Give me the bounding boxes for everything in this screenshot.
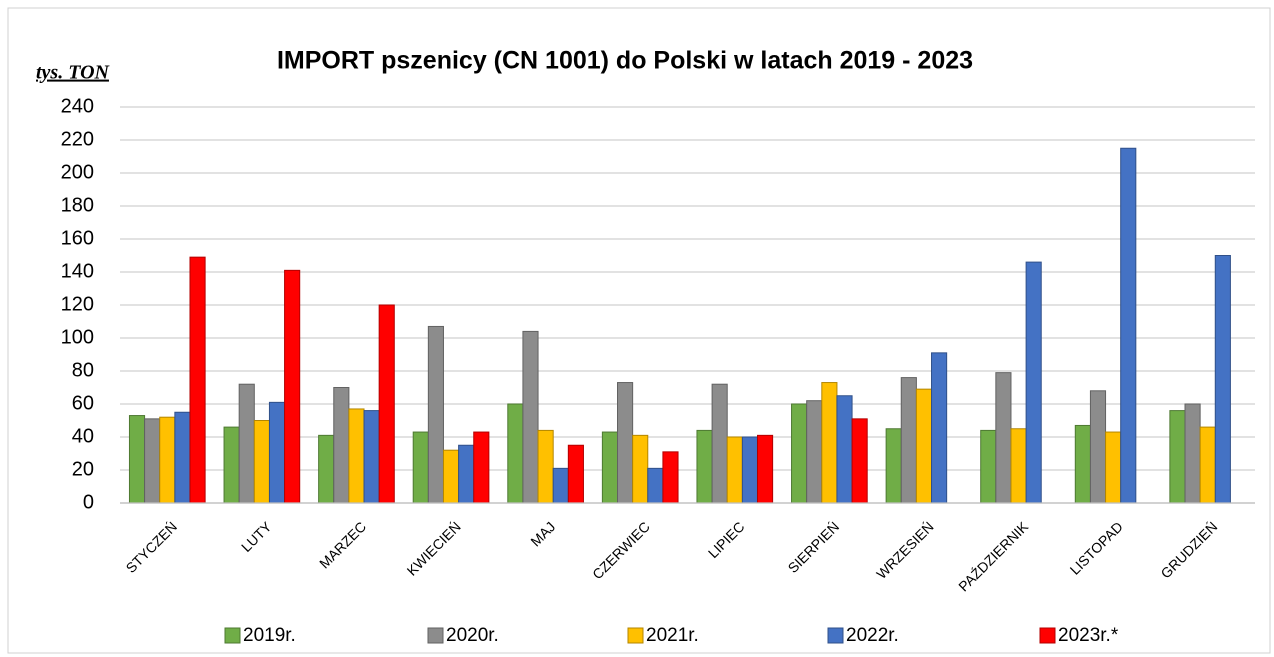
bar (821, 382, 838, 504)
bar (851, 418, 868, 504)
bar (1214, 255, 1231, 504)
y-tick-label: 140 (61, 260, 94, 282)
bar (1089, 390, 1107, 504)
bar (1074, 424, 1091, 504)
y-tick-label: 40 (72, 425, 94, 447)
bar (632, 434, 649, 504)
bar (363, 410, 380, 504)
legend-swatch (224, 627, 241, 644)
bar (268, 401, 286, 504)
legend-label: 2023r.* (1058, 625, 1119, 646)
legend-swatch (1039, 627, 1056, 644)
bar (696, 429, 713, 504)
bar (522, 330, 539, 504)
bar (253, 420, 270, 504)
y-tick-label: 100 (61, 326, 94, 348)
y-axis-label: tys. TON (36, 62, 111, 84)
bar (238, 383, 255, 504)
bar (537, 429, 554, 504)
bar (223, 426, 240, 504)
bar (378, 304, 395, 504)
bar (756, 434, 774, 504)
y-tick-label: 160 (61, 227, 94, 249)
legend-label: 2019r. (243, 625, 296, 646)
legend-swatch (827, 627, 844, 644)
bar (473, 431, 490, 504)
y-tick-label: 220 (61, 128, 94, 150)
bar (601, 431, 619, 504)
bar (1169, 410, 1186, 504)
legend-label: 2020r. (446, 625, 499, 646)
bar (348, 408, 365, 504)
bar (931, 352, 948, 504)
bar (980, 429, 997, 504)
y-tick-label: 0 (83, 491, 94, 513)
y-tick-label: 200 (61, 161, 94, 183)
legend-swatch (627, 627, 644, 644)
bar (427, 325, 444, 504)
bar (144, 418, 161, 504)
bar (711, 383, 728, 504)
bar (791, 403, 808, 504)
bar (412, 431, 429, 504)
y-tick-label: 120 (61, 293, 94, 315)
bar (128, 415, 146, 504)
bar (567, 444, 584, 504)
legend-label: 2021r. (646, 625, 699, 646)
bar (617, 382, 634, 504)
bar (1120, 147, 1137, 504)
bar (318, 434, 335, 504)
y-tick-label: 20 (72, 458, 94, 480)
bar (552, 467, 569, 504)
bar (885, 428, 902, 504)
bar (174, 411, 191, 504)
bar (442, 449, 460, 504)
legend-label: 2022r. (846, 625, 899, 646)
bar (458, 444, 475, 504)
bar (284, 269, 301, 504)
bar (1199, 426, 1216, 504)
chart-title: IMPORT pszenicy (CN 1001) do Polski w la… (277, 47, 973, 75)
bar (1184, 403, 1201, 504)
y-tick-label: 180 (61, 194, 94, 216)
bar (806, 400, 823, 504)
bar (662, 451, 679, 504)
bar (1025, 261, 1042, 504)
bar (333, 387, 350, 504)
bar (647, 467, 664, 504)
bar (507, 403, 524, 504)
y-tick-label: 60 (72, 392, 94, 414)
chart-frame (7, 7, 1271, 654)
bar (1105, 431, 1122, 504)
y-tick-label: 80 (72, 359, 94, 381)
bar (836, 395, 853, 504)
legend-swatch (427, 627, 444, 644)
bar (915, 388, 933, 504)
bar (741, 436, 758, 504)
bar (189, 256, 206, 504)
bar (159, 416, 176, 504)
bar (1010, 428, 1027, 504)
y-tick-label: 240 (61, 95, 94, 117)
bar (900, 377, 917, 504)
bar (995, 372, 1012, 504)
bar (726, 436, 743, 504)
